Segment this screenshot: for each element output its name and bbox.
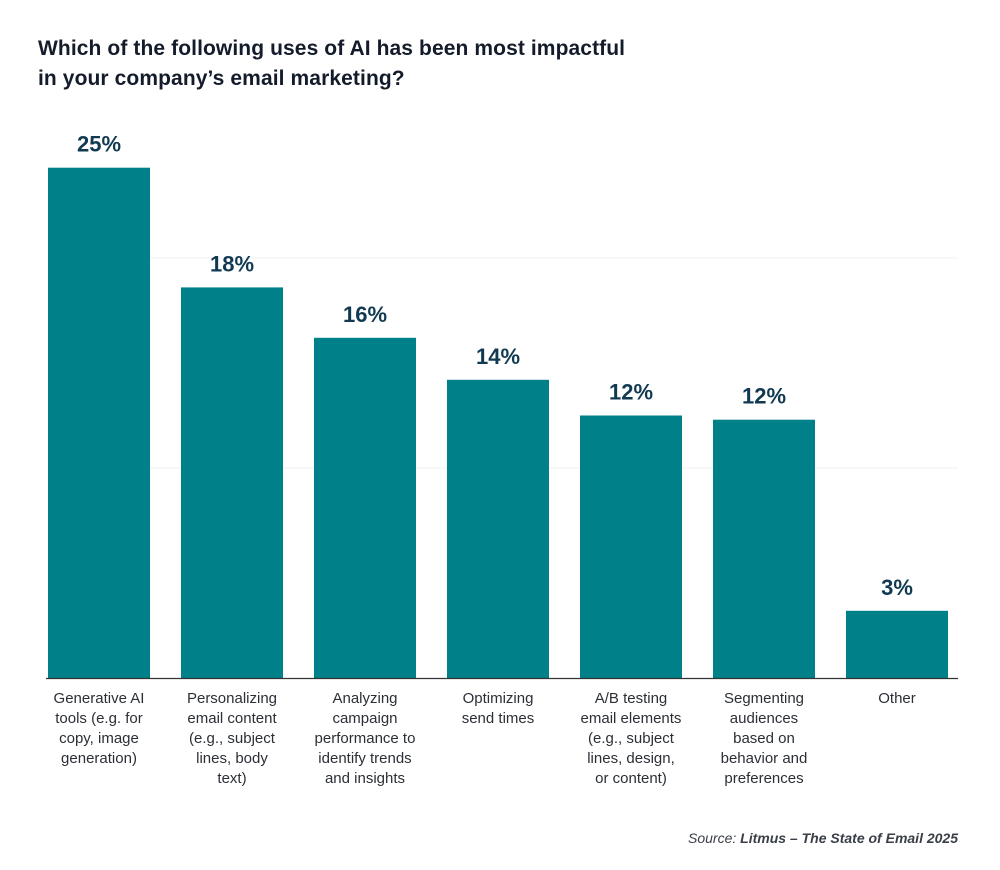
- value-label-6: 12%: [742, 384, 786, 409]
- category-label-6-line-5: preferences: [724, 770, 803, 787]
- bar-1: [48, 167, 150, 678]
- source-prefix: Source:: [688, 830, 741, 846]
- category-label-2: Personalizing email content (e.g., subject…: [187, 690, 277, 787]
- value-label-4: 14%: [476, 344, 520, 369]
- category-label-6-line-3: based on: [733, 730, 795, 747]
- category-label-1: Generative AI tools (e.g. for copy, image g…: [54, 690, 145, 767]
- category-label-1-line-1: Generative AI: [54, 690, 145, 707]
- chart-title-line-2: in your company’s email marketing?: [38, 67, 405, 90]
- source-publisher: Litmus – The State of Email 2025: [740, 830, 958, 846]
- category-label-5: A/B testing email elements (e.g., subject l…: [581, 690, 682, 787]
- value-label-3: 16%: [343, 302, 387, 327]
- category-label-5-line-5: or content): [595, 770, 667, 787]
- value-label-5: 12%: [609, 380, 653, 405]
- category-label-2-line-3: (e.g., subject: [189, 730, 276, 747]
- category-label-1-line-4: generation): [61, 750, 137, 767]
- source-note: Source: Litmus – The State of Email 2025: [688, 830, 958, 846]
- category-label-5-line-3: (e.g., subject: [588, 730, 675, 747]
- value-label-1: 25%: [77, 132, 121, 157]
- category-label-3-line-4: identify trends: [318, 750, 411, 767]
- category-label-2-line-1: Personalizing: [187, 690, 277, 707]
- bar-7: [846, 610, 948, 678]
- category-label-7-line-1: Other: [878, 690, 916, 707]
- bar-3: [314, 337, 416, 678]
- category-label-3: Analyzing campaign performance to identify …: [315, 690, 416, 787]
- bar-4: [447, 379, 549, 678]
- category-label-4-line-1: Optimizing: [463, 690, 534, 707]
- category-label-3-line-5: and insights: [325, 770, 405, 787]
- category-label-1-line-2: tools (e.g. for: [55, 710, 143, 727]
- category-label-5-line-1: A/B testing: [595, 690, 668, 707]
- category-label-6-line-4: behavior and: [721, 750, 808, 767]
- category-label-5-line-2: email elements: [581, 710, 682, 727]
- chart-title: Which of the following uses of AI has be…: [38, 34, 678, 94]
- category-label-1-line-3: copy, image: [59, 730, 139, 747]
- category-label-4-line-2: send times: [462, 710, 535, 727]
- category-label-7: Other: [878, 690, 916, 707]
- category-label-2-line-2: email content: [187, 710, 277, 727]
- category-label-3-line-1: Analyzing: [332, 690, 397, 707]
- category-label-4: Optimizing send times: [462, 690, 535, 727]
- category-label-3-line-3: performance to: [315, 730, 416, 747]
- bar-6: [713, 419, 815, 678]
- value-label-2: 18%: [210, 251, 254, 276]
- category-label-6-line-2: audiences: [730, 710, 798, 727]
- bar-5: [580, 415, 682, 678]
- category-label-6-line-1: Segmenting: [724, 690, 804, 707]
- category-label-3-line-2: campaign: [332, 710, 397, 727]
- category-label-6: Segmenting audiences based on behavior and p…: [721, 690, 808, 787]
- category-label-2-line-5: text): [217, 770, 246, 787]
- value-label-7: 3%: [881, 575, 913, 600]
- category-label-2-line-4: lines, body: [196, 750, 268, 767]
- chart-title-line-1: Which of the following uses of AI has be…: [38, 37, 626, 60]
- category-label-5-line-4: lines, design,: [587, 750, 675, 767]
- bar-2: [181, 287, 283, 678]
